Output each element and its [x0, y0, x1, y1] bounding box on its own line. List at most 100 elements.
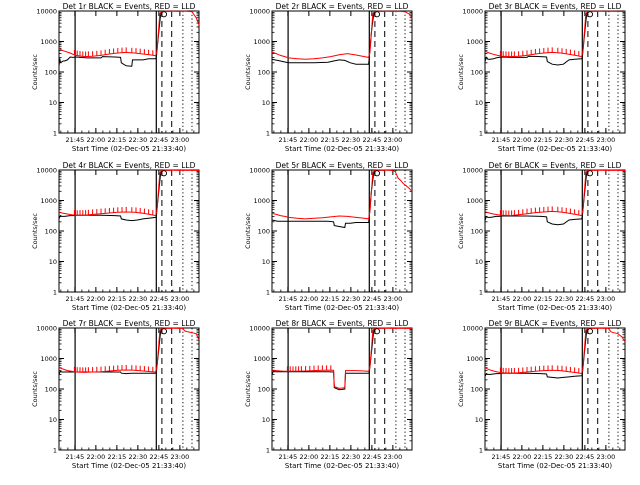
x-axis-label: Start Time (02-Dec-05 21:33:40): [72, 145, 186, 153]
x-tick-label: 21:45: [278, 453, 297, 461]
x-tick-label: 22:45: [575, 295, 594, 303]
x-tick-label: 22:00: [512, 453, 531, 461]
x-axis-label: Start Time (02-Dec-05 21:33:40): [498, 145, 612, 153]
x-tick-label: 22:00: [299, 136, 318, 144]
y-tick-label: 10: [49, 416, 57, 424]
y-tick-label: 10000: [36, 325, 57, 333]
y-tick-label: 1: [266, 447, 270, 455]
x-tick-label: 23:00: [383, 136, 402, 144]
x-tick-label: 22:45: [149, 136, 168, 144]
y-tick-label: 100: [45, 69, 57, 77]
y-tick-label: 10: [475, 416, 483, 424]
x-tick-label: 22:45: [575, 136, 594, 144]
circle-marker: [586, 328, 594, 335]
y-tick-label: 1000: [40, 197, 57, 205]
y-tick-label: 10: [262, 258, 270, 266]
x-axis-label: Start Time (02-Dec-05 21:33:40): [285, 145, 399, 153]
x-tick-label: 22:00: [86, 295, 105, 303]
circle-marker: [586, 11, 594, 18]
x-tick-label: 22:15: [107, 295, 126, 303]
y-tick-label: 100: [471, 69, 483, 77]
plot-frame: [271, 10, 413, 134]
series-lld: [484, 169, 626, 217]
y-axis-label: Counts/sec: [31, 54, 39, 90]
y-tick-label: 10000: [249, 167, 270, 175]
x-tick-label: 22:00: [299, 453, 318, 461]
x-tick-label: 23:00: [596, 453, 615, 461]
x-tick-label: 22:15: [320, 453, 339, 461]
y-axis-label: Counts/sec: [457, 213, 465, 249]
x-tick-label: 21:45: [278, 136, 297, 144]
x-tick-label: 22:30: [341, 136, 360, 144]
y-axis-label: Counts/sec: [457, 371, 465, 407]
chart-title: Det 6r BLACK = Events, RED = LLD: [489, 161, 622, 170]
y-tick-label: 1: [479, 130, 483, 138]
y-tick-label: 10000: [249, 8, 270, 16]
y-axis-label: Counts/sec: [244, 371, 252, 407]
y-tick-label: 100: [45, 386, 57, 394]
chart-title: Det 4r BLACK = Events, RED = LLD: [63, 161, 196, 170]
circle-marker: [373, 11, 381, 18]
plot-frame: [484, 169, 626, 293]
x-axis-label: Start Time (02-Dec-05 21:33:40): [498, 304, 612, 312]
x-tick-label: 22:00: [86, 136, 105, 144]
x-axis-label: Start Time (02-Dec-05 21:33:40): [72, 462, 186, 470]
chart-title: Det 9r BLACK = Events, RED = LLD: [489, 319, 622, 328]
y-tick-label: 1000: [466, 197, 483, 205]
x-axis-label: Start Time (02-Dec-05 21:33:40): [498, 462, 612, 470]
x-tick-label: 22:00: [299, 295, 318, 303]
plot-frame: [484, 10, 626, 134]
x-tick-label: 22:00: [86, 453, 105, 461]
y-tick-label: 1: [53, 289, 57, 297]
y-tick-label: 100: [258, 228, 270, 236]
series-lld: [58, 327, 200, 373]
x-tick-label: 22:15: [533, 453, 552, 461]
y-tick-label: 1: [53, 447, 57, 455]
y-tick-label: 1000: [40, 355, 57, 363]
x-tick-label: 22:30: [554, 453, 573, 461]
x-tick-label: 21:45: [491, 453, 510, 461]
y-tick-label: 10000: [249, 325, 270, 333]
chart-panel-6: Det 6r BLACK = Events, RED = LLD 1 10 100 10…: [457, 161, 626, 312]
x-tick-label: 22:00: [512, 295, 531, 303]
x-tick-label: 21:45: [278, 295, 297, 303]
chart-title: Det 7r BLACK = Events, RED = LLD: [63, 319, 196, 328]
y-tick-label: 1000: [253, 355, 270, 363]
x-tick-label: 23:00: [383, 453, 402, 461]
x-tick-label: 22:30: [128, 295, 147, 303]
chart-panel-1: Det 1r BLACK = Events, RED = LLD 1 10 100 10…: [31, 2, 200, 153]
y-tick-label: 1: [53, 130, 57, 138]
x-axis-label: Start Time (02-Dec-05 21:33:40): [285, 304, 399, 312]
series-events: [58, 327, 171, 375]
x-tick-label: 23:00: [170, 453, 189, 461]
chart-panel-8: Det 8r BLACK = Events, RED = LLD 1 10 100 10…: [244, 319, 413, 470]
series-lld: [484, 10, 626, 58]
x-tick-label: 21:45: [65, 136, 84, 144]
y-tick-label: 10: [475, 99, 483, 107]
y-tick-label: 100: [258, 69, 270, 77]
y-axis-label: Counts/sec: [244, 54, 252, 90]
series-lld: [58, 10, 200, 58]
chart-panel-9: Det 9r BLACK = Events, RED = LLD 1 10 100 10…: [457, 319, 626, 470]
x-tick-label: 21:45: [65, 453, 84, 461]
circle-marker: [160, 11, 168, 18]
y-axis-label: Counts/sec: [31, 213, 39, 249]
series-events: [271, 10, 384, 65]
chart-title: Det 1r BLACK = Events, RED = LLD: [63, 2, 196, 11]
x-tick-label: 22:45: [362, 295, 381, 303]
x-tick-label: 21:45: [65, 295, 84, 303]
series-events: [271, 169, 384, 229]
chart-title: Det 2r BLACK = Events, RED = LLD: [276, 2, 409, 11]
series-lld: [271, 327, 413, 389]
x-tick-label: 22:30: [341, 295, 360, 303]
circle-marker: [160, 170, 168, 177]
x-tick-label: 22:45: [575, 453, 594, 461]
y-tick-label: 1000: [466, 38, 483, 46]
y-tick-label: 10: [475, 258, 483, 266]
chart-title: Det 5r BLACK = Events, RED = LLD: [276, 161, 409, 170]
x-tick-label: 22:15: [320, 295, 339, 303]
y-tick-label: 10: [262, 99, 270, 107]
y-tick-label: 1: [479, 289, 483, 297]
